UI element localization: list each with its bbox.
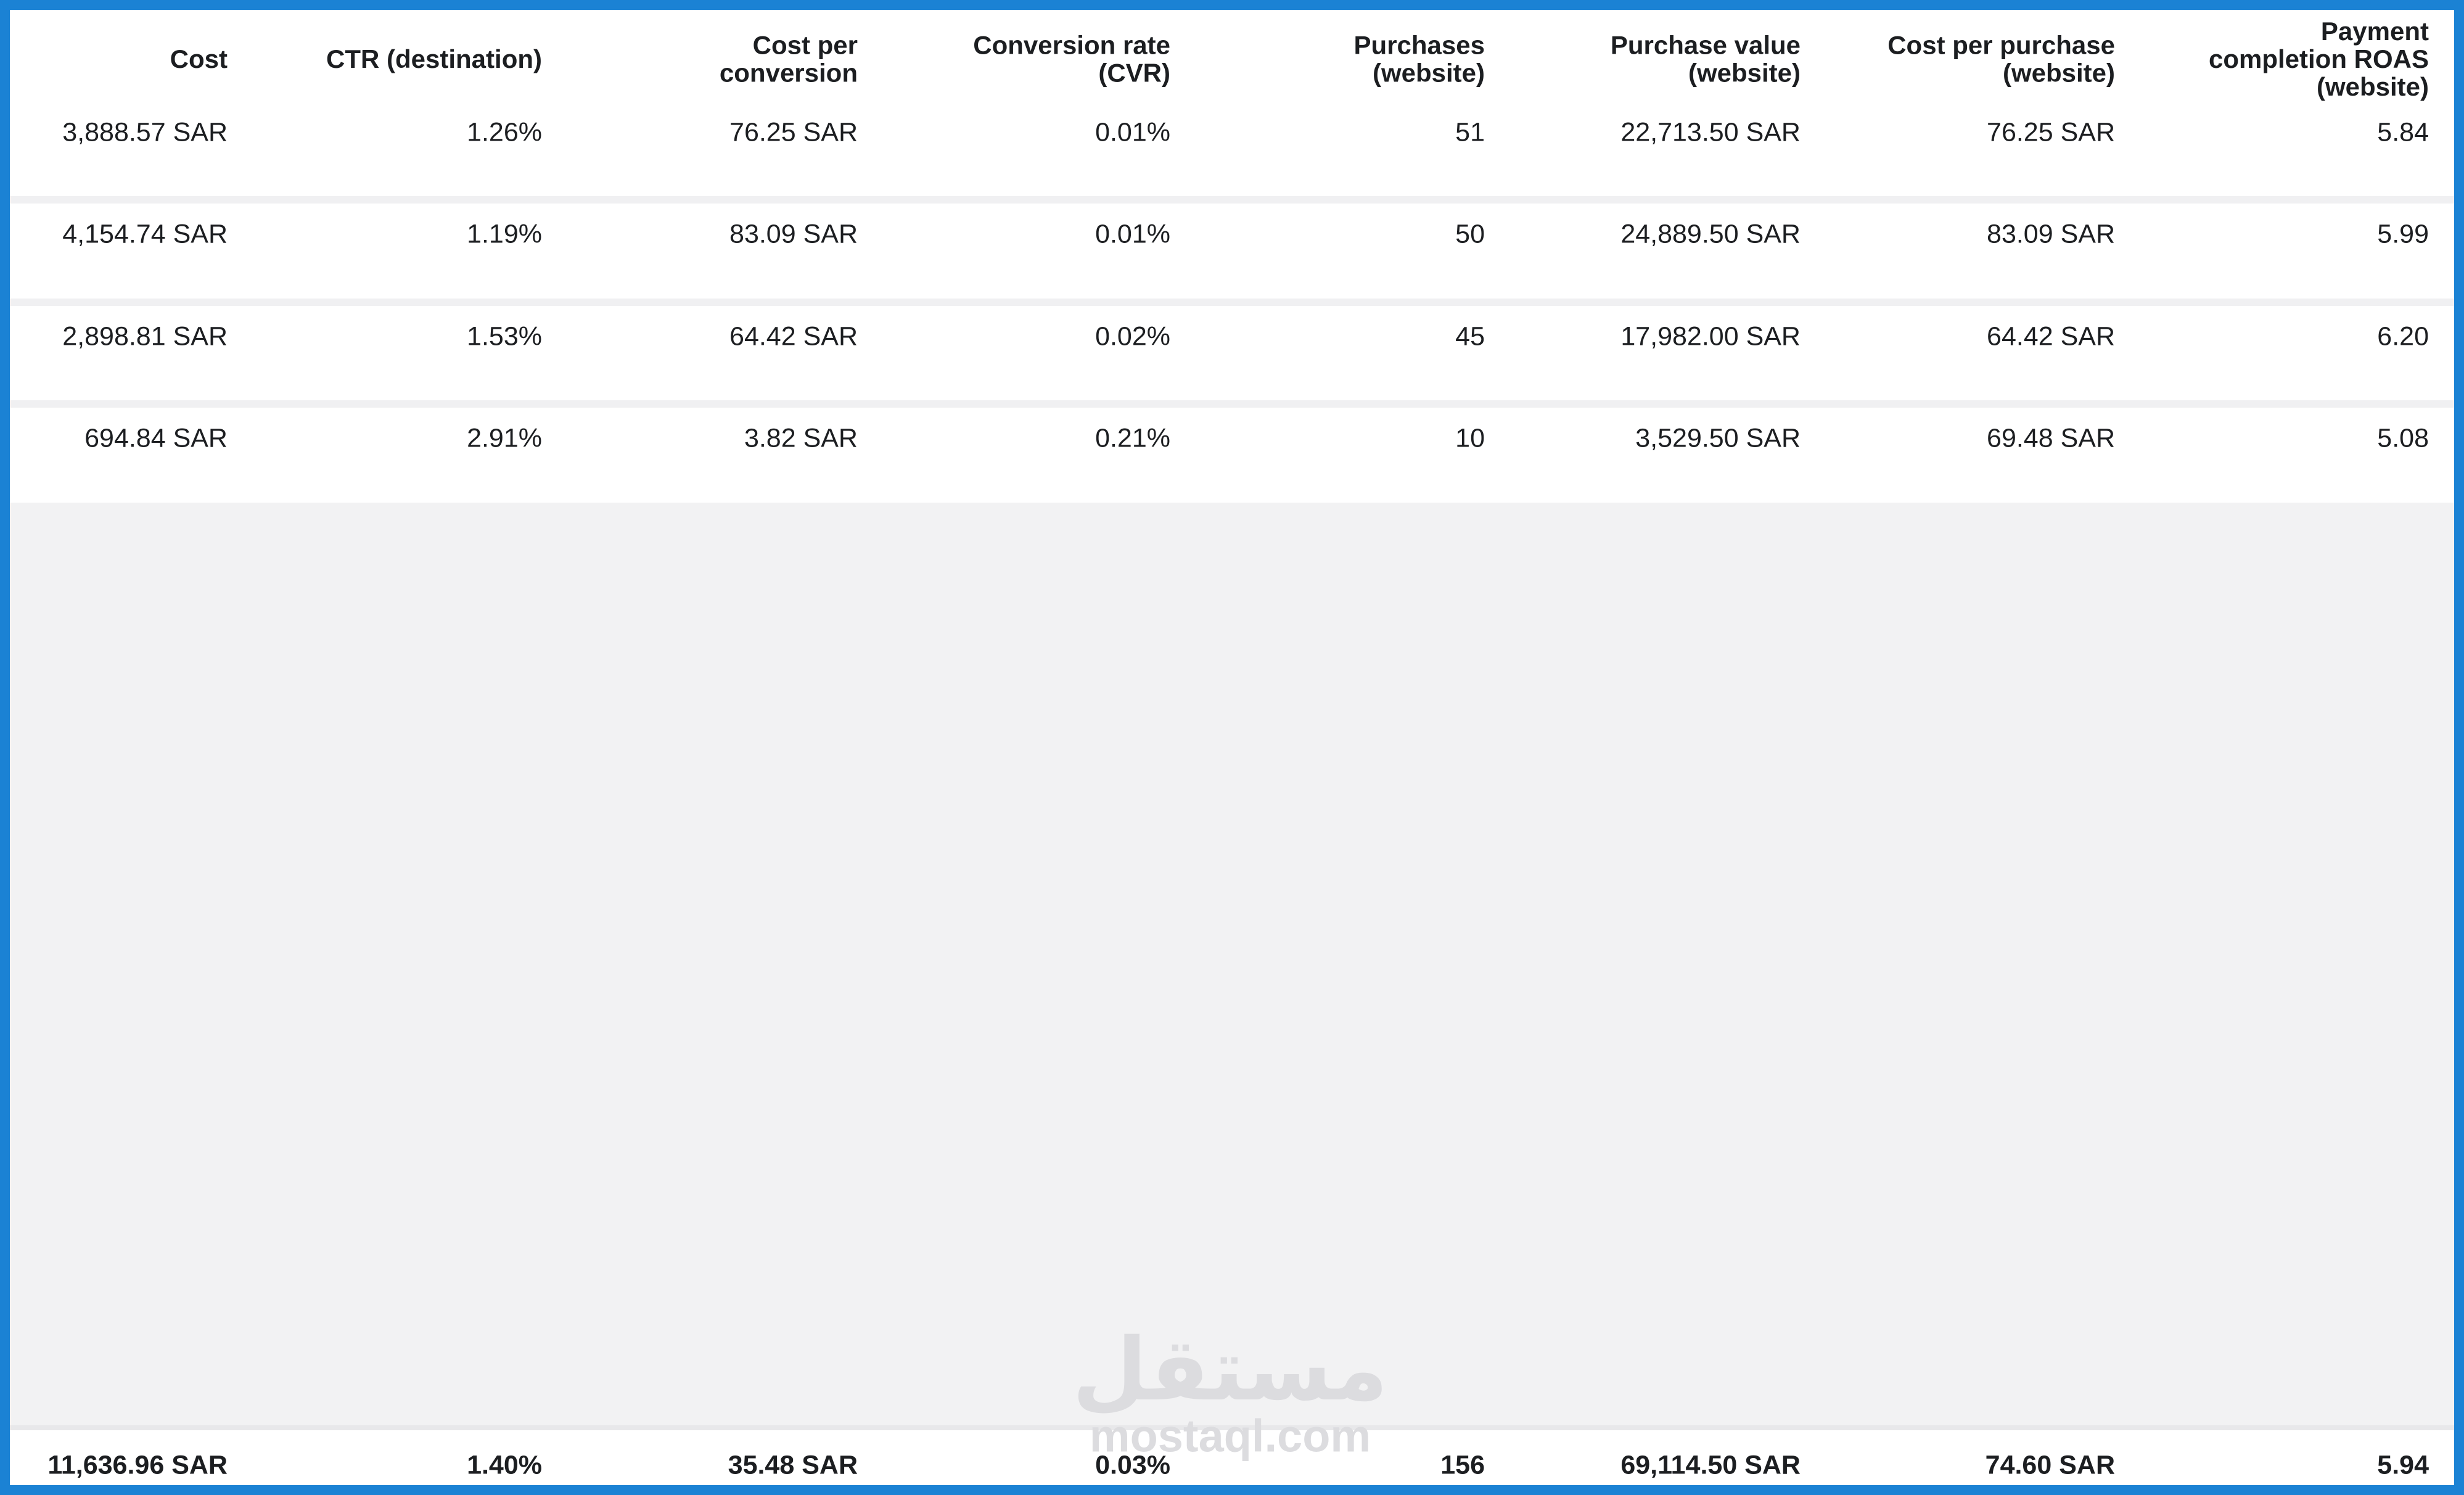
cell: 0.21% bbox=[1095, 423, 1170, 453]
row-divider bbox=[10, 1425, 2454, 1430]
cell: 22,713.50 SAR bbox=[1620, 117, 1801, 147]
row-divider bbox=[10, 400, 2454, 408]
cell: 50 bbox=[1455, 219, 1485, 249]
cell: 6.20 bbox=[2377, 321, 2429, 351]
cell: 694.84 SAR bbox=[84, 423, 228, 453]
cell: 76.25 SAR bbox=[729, 117, 858, 147]
cell: 3.82 SAR bbox=[744, 423, 858, 453]
cell: 0.02% bbox=[1095, 321, 1170, 351]
total-cell: 5.94 bbox=[2377, 1450, 2429, 1480]
row-divider bbox=[10, 299, 2454, 306]
total-cell: 156 bbox=[1440, 1450, 1485, 1480]
cell: 45 bbox=[1455, 321, 1485, 351]
column-header: Cost per bbox=[753, 31, 858, 60]
cell: 64.42 SAR bbox=[729, 321, 858, 351]
row-divider bbox=[10, 196, 2454, 204]
watermark: mostaql.com bbox=[1090, 1411, 1371, 1462]
column-header: conversion bbox=[720, 59, 858, 88]
watermark: مستقل bbox=[1072, 1321, 1388, 1418]
total-cell: 0.03% bbox=[1095, 1450, 1170, 1480]
cell: 0.01% bbox=[1095, 219, 1170, 249]
column-header: (website) bbox=[1373, 59, 1485, 88]
cell: 5.99 bbox=[2377, 219, 2429, 249]
column-header: Purchase value bbox=[1611, 31, 1801, 60]
column-header: Cost per purchase bbox=[1887, 31, 2115, 60]
column-header: (website) bbox=[1688, 59, 1801, 88]
cell: 3,888.57 SAR bbox=[62, 117, 228, 147]
cell: 76.25 SAR bbox=[1987, 117, 2115, 147]
cell: 5.84 bbox=[2377, 117, 2429, 147]
column-header: (website) bbox=[2317, 72, 2429, 101]
column-header: (website) bbox=[2003, 59, 2115, 88]
cell: 51 bbox=[1455, 117, 1485, 147]
column-header: completion ROAS bbox=[2209, 44, 2429, 73]
cell: 83.09 SAR bbox=[1987, 219, 2115, 249]
total-cell: 11,636.96 SAR bbox=[47, 1450, 228, 1480]
total-cell: 69,114.50 SAR bbox=[1620, 1450, 1801, 1480]
cell: 1.19% bbox=[467, 219, 542, 249]
total-cell: 35.48 SAR bbox=[728, 1450, 858, 1480]
empty-area bbox=[10, 503, 2454, 1425]
column-header: Conversion rate bbox=[973, 31, 1170, 60]
cell: 10 bbox=[1455, 423, 1485, 453]
cell: 1.26% bbox=[467, 117, 542, 147]
cell: 2,898.81 SAR bbox=[62, 321, 228, 351]
cell: 17,982.00 SAR bbox=[1620, 321, 1801, 351]
cell: 4,154.74 SAR bbox=[62, 219, 228, 249]
total-cell: 74.60 SAR bbox=[1986, 1450, 2115, 1480]
cell: 0.01% bbox=[1095, 117, 1170, 147]
cell: 69.48 SAR bbox=[1987, 423, 2115, 453]
column-header: Purchases bbox=[1354, 31, 1485, 60]
cell: 83.09 SAR bbox=[729, 219, 858, 249]
cell: 3,529.50 SAR bbox=[1635, 423, 1801, 453]
column-header: Payment bbox=[2321, 17, 2429, 46]
column-header: (CVR) bbox=[1098, 59, 1170, 88]
cell: 1.53% bbox=[467, 321, 542, 351]
cell: 2.91% bbox=[467, 423, 542, 453]
total-cell: 1.40% bbox=[467, 1450, 542, 1480]
column-header: CTR (destination) bbox=[326, 44, 542, 73]
cell: 24,889.50 SAR bbox=[1620, 219, 1801, 249]
cell: 64.42 SAR bbox=[1987, 321, 2115, 351]
column-header: Cost bbox=[170, 44, 228, 73]
cell: 5.08 bbox=[2377, 423, 2429, 453]
